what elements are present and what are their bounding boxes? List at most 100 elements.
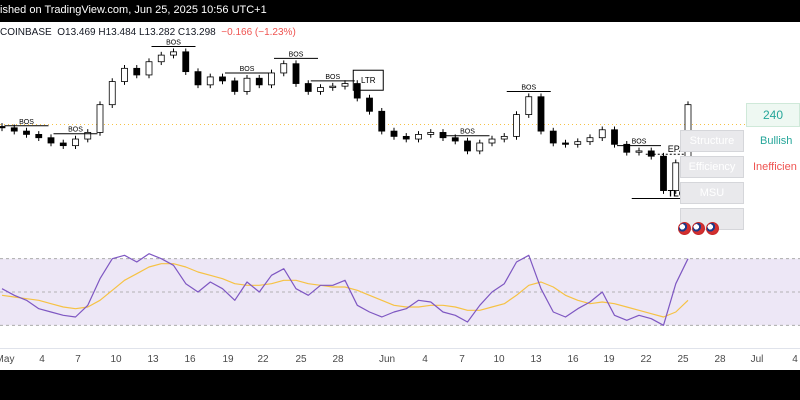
- candle: [121, 67, 128, 82]
- candle: [390, 130, 398, 137]
- candle: [562, 142, 569, 145]
- panel-row-structure: Structure: [680, 130, 744, 152]
- tlq-label: TLQ: [668, 189, 686, 199]
- candle: [304, 83, 312, 92]
- candle: [402, 135, 410, 140]
- bos-label: BOS: [166, 40, 181, 47]
- bottom-bar: [0, 370, 800, 400]
- x-tick-label: 22: [640, 354, 652, 365]
- x-tick-label: Jul: [750, 354, 764, 365]
- time-axis: May 4 7 10 13 16 19 22 25 28 Jun 4 7 10 13 16 19 22 25 28 Ju…: [0, 348, 800, 371]
- candle: [268, 72, 275, 86]
- ltr-label: LTR: [361, 76, 376, 85]
- published-text: ished on TradingView.com, Jun 25, 2025 1…: [0, 4, 267, 16]
- candle: [574, 141, 582, 145]
- ohlc-values: O13.469 H13.484 L13.282 C13.298: [57, 27, 216, 38]
- candle: [231, 80, 239, 92]
- exchange-name: COINBASE: [0, 27, 52, 38]
- us-flag-icon[interactable]: [706, 222, 719, 235]
- candle: [366, 97, 373, 112]
- bos-label: BOS: [240, 66, 255, 73]
- x-tick-label: 10: [110, 354, 122, 365]
- x-tick-label: 13: [147, 354, 159, 365]
- x-tick-label: Jun: [378, 354, 396, 365]
- candle: [451, 137, 459, 142]
- candle: [72, 138, 79, 147]
- us-flag-icon[interactable]: [678, 222, 691, 235]
- candle: [378, 110, 386, 132]
- epa-label: EPA: [668, 144, 685, 154]
- candle: [598, 129, 606, 139]
- bos-label: BOS: [460, 129, 475, 136]
- candle: [317, 87, 324, 92]
- x-tick-label: 28: [714, 354, 726, 365]
- candle: [0, 126, 6, 129]
- candle: [586, 137, 594, 143]
- x-tick-label: 25: [295, 354, 307, 365]
- candle: [647, 150, 655, 157]
- candle: [464, 140, 471, 152]
- event-flags[interactable]: [678, 222, 720, 240]
- x-tick-label: 16: [184, 354, 196, 365]
- x-tick-label: 28: [332, 354, 344, 365]
- candle: [623, 143, 631, 153]
- x-tick-label: 16: [567, 354, 579, 365]
- candle: [243, 77, 251, 92]
- bos-label: BOS: [289, 51, 304, 58]
- x-tick-label: 4: [39, 354, 45, 365]
- candle: [170, 51, 177, 56]
- symbol-legend: COINBASE O13.469 H13.484 L13.282 C13.298…: [0, 27, 296, 38]
- candle: [488, 138, 496, 144]
- candle: [280, 63, 288, 74]
- candle: [84, 132, 92, 140]
- candle: [59, 142, 67, 147]
- x-tick-label: 4: [792, 354, 798, 365]
- candle: [415, 134, 422, 140]
- x-tick-label: 7: [459, 354, 465, 365]
- candle: [537, 96, 545, 132]
- candle: [206, 76, 214, 86]
- x-tick-label: 4: [422, 354, 428, 365]
- candle: [549, 130, 557, 144]
- rsi-ma-line: [1, 263, 689, 318]
- x-tick-label: 10: [493, 354, 505, 365]
- ltr-box: [352, 69, 384, 91]
- candle: [329, 85, 337, 88]
- candle: [145, 61, 153, 76]
- bos-label: BOS: [632, 139, 647, 146]
- candle: [157, 54, 165, 63]
- panel-row-msu: MSU: [680, 182, 744, 204]
- panel-value-structure: Bullish: [760, 135, 793, 147]
- rsi-line: [1, 253, 689, 326]
- candle: [182, 51, 190, 73]
- candle: [23, 130, 30, 135]
- candle: [47, 137, 55, 144]
- price-change: −0.166 (−1.23%): [221, 27, 296, 38]
- x-tick-label: 19: [603, 354, 615, 365]
- candle: [194, 71, 202, 86]
- candle: [219, 76, 226, 82]
- candle: [427, 132, 435, 135]
- timeframe-badge: 240: [746, 103, 800, 127]
- x-tick-label: 22: [257, 354, 269, 365]
- candle: [439, 132, 447, 139]
- candle: [255, 77, 263, 86]
- panel-row-efficiency: Efficiency: [680, 156, 744, 178]
- x-tick-label: 7: [75, 354, 81, 365]
- candle: [525, 96, 533, 115]
- candle: [35, 134, 43, 139]
- candle: [611, 129, 618, 145]
- candle: [108, 81, 116, 106]
- rsi-chart[interactable]: [0, 236, 800, 348]
- candle: [476, 142, 484, 152]
- candle: [635, 150, 643, 153]
- candle: [292, 63, 300, 84]
- us-flag-icon[interactable]: [692, 222, 705, 235]
- candle: [10, 127, 18, 132]
- x-tick-label: 19: [222, 354, 234, 365]
- x-tick-label: 13: [530, 354, 542, 365]
- x-tick-label: 25: [677, 354, 689, 365]
- candle: [133, 67, 141, 76]
- candle: [341, 83, 349, 87]
- panel-value-efficiency: Inefficien: [753, 161, 797, 173]
